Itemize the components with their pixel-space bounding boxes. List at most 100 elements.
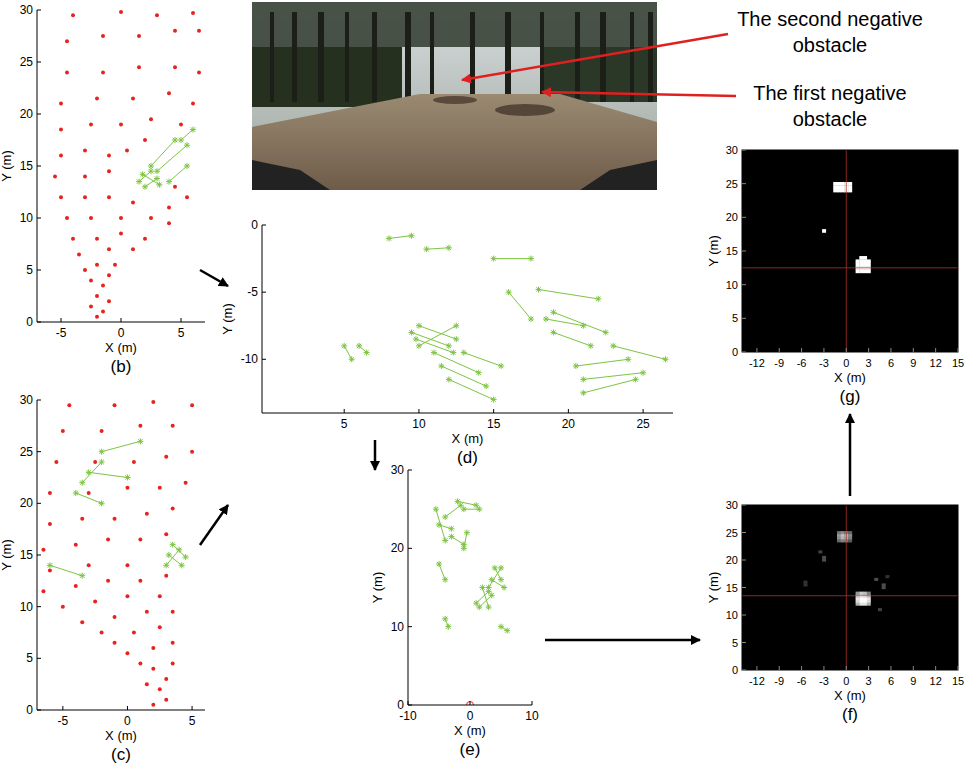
point xyxy=(138,424,142,428)
x-tick-label: 0 xyxy=(467,709,474,723)
star-marker xyxy=(86,469,92,475)
cell xyxy=(841,189,845,193)
star-marker xyxy=(550,329,556,335)
point xyxy=(107,299,111,303)
y-tick xyxy=(37,400,41,401)
star-marker xyxy=(170,542,176,548)
marks xyxy=(433,498,510,705)
plot-frame xyxy=(742,505,958,670)
star-marker xyxy=(436,522,442,528)
point xyxy=(48,491,52,495)
marks xyxy=(41,400,194,707)
annotation: The second negativeobstacle xyxy=(737,8,923,56)
point xyxy=(83,148,87,152)
segment-line xyxy=(50,441,186,575)
x-tick-label: 9 xyxy=(910,357,916,369)
y-axis xyxy=(408,470,409,705)
star-marker xyxy=(573,363,579,369)
point xyxy=(138,662,142,666)
point xyxy=(197,70,201,74)
star-marker xyxy=(461,545,467,551)
x-tick-label: -6 xyxy=(797,357,807,369)
cell xyxy=(837,539,841,542)
star-marker xyxy=(433,506,439,512)
x-tick-label: 9 xyxy=(910,675,916,687)
point xyxy=(101,70,105,74)
cell xyxy=(848,539,852,542)
x-tick xyxy=(779,666,780,670)
cell xyxy=(863,256,867,260)
x-axis-title: X (m) xyxy=(834,688,866,703)
y-tick-label: 0 xyxy=(397,698,404,712)
cell xyxy=(856,600,860,603)
y-tick-label: 5 xyxy=(732,637,738,649)
point xyxy=(171,662,175,666)
x-tick xyxy=(756,348,757,352)
star-marker xyxy=(489,577,495,583)
x-tick-label: 6 xyxy=(888,675,894,687)
x-tick xyxy=(493,409,494,413)
point xyxy=(137,65,141,69)
star-marker xyxy=(431,350,437,356)
star-marker xyxy=(79,573,85,579)
x-tick-label: 10 xyxy=(412,417,426,431)
point xyxy=(155,13,159,17)
point xyxy=(145,512,149,516)
star-marker xyxy=(176,547,182,553)
y-tick-label: 25 xyxy=(726,178,738,190)
point xyxy=(83,195,87,199)
x-axis xyxy=(37,710,205,711)
star-marker xyxy=(137,438,143,444)
star-marker xyxy=(535,286,541,292)
star-marker xyxy=(498,363,504,369)
y-tick-label: -5 xyxy=(247,285,258,299)
y-tick-label: 15 xyxy=(20,548,34,562)
point xyxy=(132,631,136,635)
point xyxy=(145,610,149,614)
x-tick xyxy=(643,409,644,413)
cell xyxy=(867,597,871,600)
point xyxy=(93,600,97,604)
cell xyxy=(859,263,863,267)
point xyxy=(113,403,117,407)
cell xyxy=(837,531,841,534)
point xyxy=(131,96,135,100)
cell xyxy=(841,534,845,537)
y-tick-label: 30 xyxy=(391,463,405,477)
point xyxy=(48,522,52,526)
x-tick xyxy=(935,348,936,352)
star-marker xyxy=(47,562,53,568)
panel: -505051015202530X (m)Y (m)(c) xyxy=(0,393,205,764)
cell xyxy=(859,256,863,260)
y-tick xyxy=(37,166,41,167)
flow-arrow xyxy=(849,414,852,496)
origin-marker xyxy=(467,702,474,706)
y-tick-label: 20 xyxy=(391,541,405,555)
photo-trunk xyxy=(318,12,324,102)
star-marker xyxy=(140,171,146,177)
cell xyxy=(837,189,841,193)
star-marker xyxy=(450,350,456,356)
star-marker xyxy=(489,592,495,598)
point xyxy=(158,486,162,490)
point xyxy=(185,195,189,199)
star-marker xyxy=(479,585,485,591)
photo-trunk xyxy=(270,12,274,102)
y-tick-label: 20 xyxy=(726,211,738,223)
star-marker xyxy=(436,561,442,567)
y-tick xyxy=(408,548,412,549)
star-marker xyxy=(625,356,631,362)
y-tick xyxy=(37,62,41,63)
star-marker xyxy=(356,343,362,349)
y-tick-label: 15 xyxy=(20,159,34,173)
y-tick-label: 15 xyxy=(726,245,738,257)
x-tick-label: 15 xyxy=(952,675,964,687)
photo-trunk xyxy=(405,12,411,102)
y-tick xyxy=(37,270,41,271)
point xyxy=(83,268,87,272)
point xyxy=(171,641,175,645)
cell xyxy=(841,537,845,540)
point xyxy=(167,91,171,95)
x-tick xyxy=(756,666,757,670)
cell xyxy=(848,537,852,540)
